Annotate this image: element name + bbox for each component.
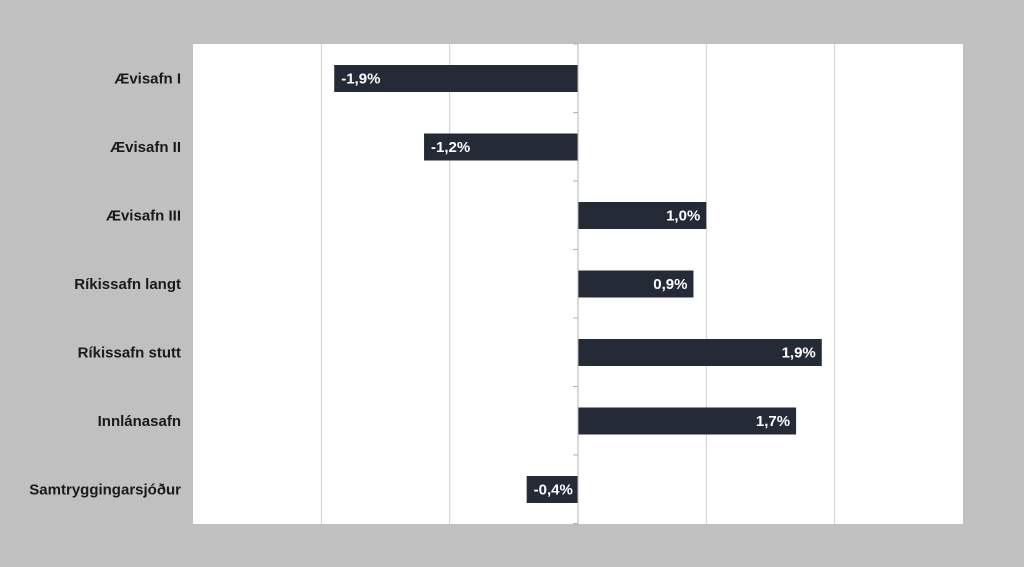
category-label: Ævisafn III — [106, 208, 181, 225]
bar-value-label: -0,4% — [534, 482, 573, 499]
bar — [578, 407, 797, 435]
value-labels: -1,9% -1,2% 1,0% 0,9% 1,9% 1,7% -0,4% — [341, 71, 816, 499]
bar — [578, 270, 694, 298]
bar — [424, 133, 578, 161]
category-label: Ævisafn I — [114, 71, 181, 88]
bar-value-label: -1,9% — [341, 71, 380, 88]
category-labels: Ævisafn I Ævisafn II Ævisafn III Ríkissafn … — [29, 71, 181, 499]
bar — [578, 202, 707, 229]
bar-value-label: -1,2% — [431, 139, 470, 156]
bar — [526, 476, 578, 503]
bar — [578, 339, 822, 366]
bar-value-label: 1,7% — [756, 413, 790, 430]
bar-value-label: 0,9% — [653, 276, 687, 293]
gridlines — [320, 44, 836, 524]
category-label: Innlánasafn — [98, 413, 181, 430]
zero-axis — [573, 43, 579, 524]
category-label: Ríkissafn stutt — [78, 345, 181, 362]
category-label: Samtryggingarsjóður — [29, 482, 181, 499]
bar-value-label: 1,0% — [666, 208, 700, 225]
category-label: Ævisafn II — [110, 139, 181, 156]
bars — [334, 65, 822, 503]
bar-value-label: 1,9% — [782, 345, 816, 362]
bar — [334, 65, 578, 92]
category-label: Ríkissafn langt — [74, 276, 181, 293]
